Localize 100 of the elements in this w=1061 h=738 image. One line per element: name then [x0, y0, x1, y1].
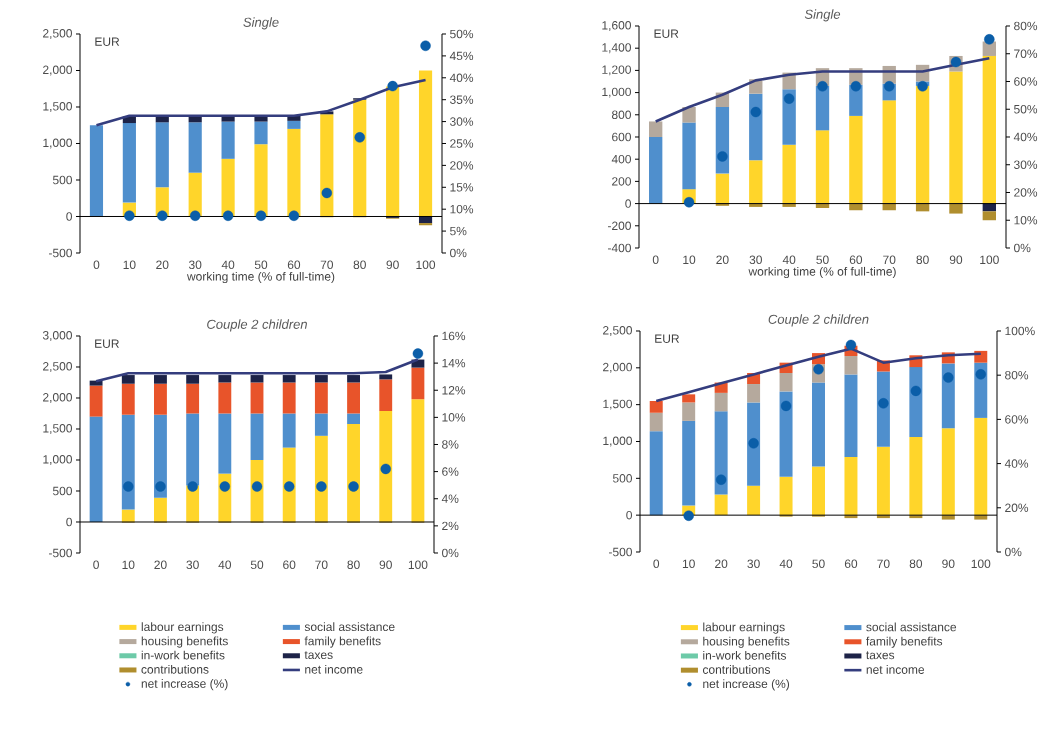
y-tick-label: 200 — [612, 177, 631, 186]
x-tick-label: 50 — [254, 260, 268, 270]
x-tick-label: 10 — [682, 559, 695, 569]
y2-tick-label: 45% — [449, 51, 474, 61]
y2-tick-label: 50% — [1014, 104, 1038, 114]
legend-label: contributions — [702, 665, 771, 674]
x-tick-label: 50 — [250, 560, 264, 570]
y2-tick-label: 0% — [442, 548, 459, 558]
y2-tick-label: 20% — [450, 161, 474, 170]
legend-label: in-work benefits — [703, 650, 787, 660]
x-tick-label: 30 — [188, 260, 202, 270]
x-tick-label: 80 — [353, 260, 366, 270]
x-tick-label: 60 — [849, 255, 863, 265]
legend-label: family benefits — [866, 636, 943, 648]
y-tick-label: 1,600 — [602, 21, 631, 31]
y2-tick-label: 80% — [1014, 21, 1038, 31]
x-tick-label: 60 — [844, 559, 858, 569]
y-axis-title: EUR — [95, 339, 119, 348]
x-tick-label: 80 — [347, 560, 360, 570]
x-tick-label: 40 — [779, 559, 793, 569]
y-tick-label: -500 — [48, 248, 73, 258]
chart-title: Couple 2 children — [207, 319, 307, 332]
y-tick-label: 0 — [626, 510, 633, 520]
legend-label: in-work benefits — [141, 650, 225, 660]
y2-tick-label: 25% — [450, 139, 474, 148]
x-tick-label: 90 — [386, 260, 399, 270]
x-tick-label: 30 — [749, 255, 762, 265]
y-tick-label: 1,000 — [602, 87, 631, 98]
legend-label: family benefits — [304, 636, 381, 648]
y2-tick-label: 35% — [449, 95, 474, 104]
y-tick-label: 2,500 — [43, 29, 73, 39]
legend-label: taxes — [304, 651, 333, 660]
y-tick-label: 0 — [66, 517, 73, 527]
y-tick-label: 2,000 — [43, 65, 73, 76]
x-tick-label: 20 — [156, 260, 169, 270]
y2-tick-label: 2% — [442, 521, 459, 531]
y-tick-label: 3,000 — [42, 331, 73, 341]
y-axis-title: EUR — [655, 334, 680, 343]
y-tick-label: 1,000 — [603, 436, 632, 447]
y2-tick-label: 10% — [450, 204, 474, 214]
y-tick-label: 1,500 — [603, 399, 632, 410]
y2-tick-label: 20% — [1005, 503, 1029, 513]
chart-title: Couple 2 children — [768, 314, 869, 327]
y2-tick-label: 100% — [1005, 326, 1035, 336]
legend-label: contributions — [141, 664, 209, 674]
y2-tick-label: 14% — [442, 358, 466, 368]
y2-tick-label: 16% — [442, 331, 466, 341]
x-tick-label: 100 — [408, 560, 428, 570]
y-tick-label: 400 — [611, 154, 631, 164]
x-tick-label: 10 — [123, 260, 136, 270]
y2-tick-label: 30% — [449, 117, 474, 126]
y2-tick-label: 40% — [1013, 132, 1038, 142]
y-tick-label: -500 — [48, 548, 73, 558]
x-tick-label: 10 — [683, 255, 696, 265]
x-tick-label: 70 — [883, 255, 896, 265]
y2-tick-label: 60% — [1005, 415, 1029, 424]
y2-tick-label: 30% — [1013, 160, 1038, 169]
y-tick-label: 2,500 — [603, 326, 632, 336]
x-tick-label: 100 — [416, 260, 436, 270]
y2-tick-label: 15% — [450, 183, 474, 192]
chart-title: Single — [804, 9, 841, 22]
x-tick-label: 100 — [980, 255, 999, 265]
x-axis-title: working time (% of full-time) — [186, 271, 335, 284]
x-tick-label: 60 — [283, 560, 296, 570]
x-tick-label: 100 — [971, 559, 991, 569]
x-tick-label: 0 — [93, 560, 99, 570]
x-tick-label: 40 — [221, 260, 235, 270]
x-tick-label: 50 — [812, 559, 825, 569]
y2-tick-label: 0% — [1014, 243, 1031, 253]
x-tick-label: 0 — [93, 260, 100, 270]
y2-tick-label: 8% — [442, 440, 459, 449]
x-tick-label: 70 — [315, 560, 328, 570]
legend-label: housing benefits — [141, 636, 228, 648]
x-tick-label: 0 — [652, 255, 659, 265]
y-axis-title: EUR — [654, 29, 679, 38]
y-tick-label: -500 — [608, 547, 632, 557]
y-tick-label: 500 — [612, 474, 632, 483]
y2-tick-label: 10% — [1014, 215, 1038, 225]
x-tick-label: 0 — [653, 559, 660, 569]
y2-tick-label: 50% — [450, 29, 474, 39]
y-tick-label: 2,000 — [603, 362, 632, 373]
y-tick-label: 2,500 — [43, 362, 73, 372]
legend-label: housing benefits — [703, 636, 790, 648]
y2-tick-label: 0% — [450, 248, 467, 258]
legend-label: taxes — [866, 651, 895, 660]
x-tick-label: 20 — [154, 560, 167, 570]
legend-label: net increase (%) — [703, 679, 790, 691]
legend-label: net income — [305, 664, 363, 674]
y2-tick-label: 4% — [441, 494, 459, 503]
x-tick-label: 70 — [320, 260, 334, 270]
legend-label: net income — [866, 665, 925, 674]
y-tick-label: -400 — [607, 243, 631, 253]
y-tick-label: 1,000 — [43, 138, 73, 149]
x-tick-label: 20 — [715, 559, 728, 569]
y2-tick-label: 6% — [442, 467, 459, 476]
y2-tick-label: 10% — [442, 413, 466, 422]
y-tick-label: 0 — [66, 212, 73, 221]
x-axis-title: working time (% of full-time) — [748, 266, 896, 279]
y-tick-label: 500 — [52, 175, 73, 185]
y2-tick-label: 80% — [1005, 370, 1029, 380]
